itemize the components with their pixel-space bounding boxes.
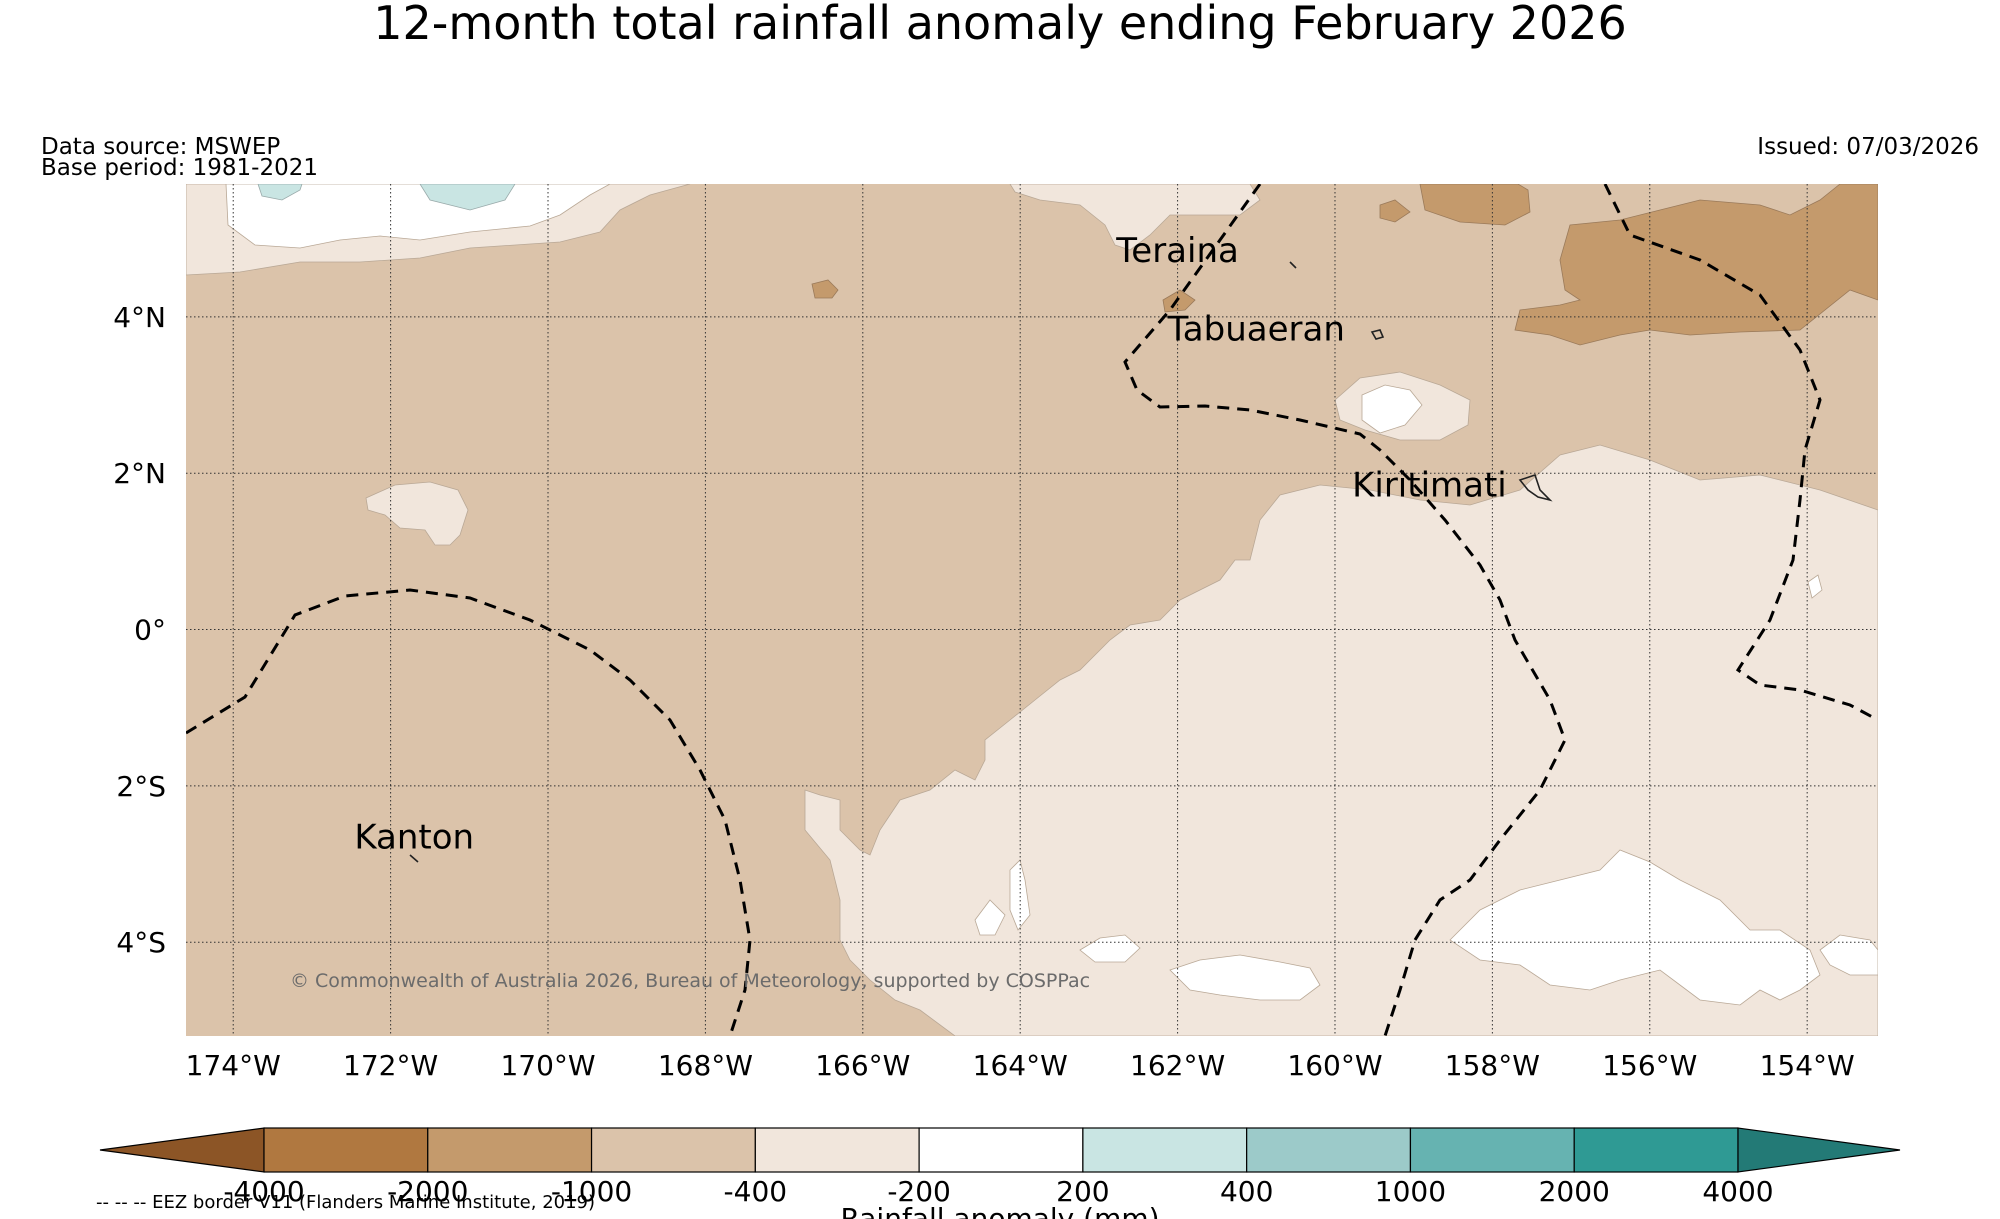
island-tabuaeran bbox=[1370, 329, 1385, 340]
base-period-text: Base period: 1981-2021 bbox=[41, 155, 319, 181]
island-kiritimati bbox=[1518, 473, 1553, 502]
colorbar-over-triangle bbox=[1737, 1127, 1901, 1173]
colorbar-tick-label: -4000 bbox=[223, 1175, 304, 1208]
place-label: Kanton bbox=[354, 817, 474, 857]
longitude-tick-label: 160°W bbox=[1287, 1049, 1382, 1082]
colorbar-box bbox=[918, 1127, 1084, 1173]
anomaly-region-dark-n2 bbox=[1379, 199, 1411, 223]
latitude-tick-label: 4°N bbox=[113, 301, 166, 334]
longitude-tick-label: 156°W bbox=[1602, 1049, 1697, 1082]
anomaly-region-white-s3 bbox=[974, 899, 1006, 936]
colorbar-ticks: -4000 -2000 -1000 -400 -200 200 400 1000 2000 400… bbox=[223, 1175, 1773, 1208]
latitude-tick-label: 2°S bbox=[116, 770, 166, 803]
anomaly-region-white-se bbox=[1449, 849, 1821, 1006]
colorbar-tick-label: -2000 bbox=[387, 1175, 468, 1208]
place-labels: Teraina Tabuaeran Kiritimati Kanton bbox=[354, 231, 1506, 857]
place-label: Teraina bbox=[1115, 231, 1239, 271]
colorbar-tick-label: -400 bbox=[724, 1175, 788, 1208]
anomaly-region-white-e bbox=[1807, 574, 1823, 599]
colorbar-tick-label: 2000 bbox=[1539, 1175, 1610, 1208]
colorbar-tick-label: -1000 bbox=[551, 1175, 632, 1208]
colorbar-tick-label: -200 bbox=[887, 1175, 951, 1208]
colorbar-tick-label: 200 bbox=[1056, 1175, 1109, 1208]
longitude-tick-label: 166°W bbox=[815, 1049, 910, 1082]
eez-border-line-east bbox=[1603, 184, 1878, 722]
place-label: Kiritimati bbox=[1352, 466, 1507, 506]
colorbar-boxes bbox=[263, 1127, 1739, 1173]
anomaly-region-dark-n bbox=[1419, 184, 1531, 226]
colorbar-box bbox=[1573, 1127, 1739, 1173]
latitude-labels: 4°N 2°N 0° 2°S 4°S bbox=[113, 301, 166, 959]
issued-date-text: Issued: 07/03/2026 bbox=[1757, 134, 1979, 160]
island-teraina bbox=[1289, 261, 1297, 269]
eez-border-kanton bbox=[186, 588, 752, 1036]
anomaly-region-dark-w bbox=[811, 279, 839, 299]
colorbar-box bbox=[427, 1127, 593, 1173]
eez-legend-note: -- -- -- EEZ border V11 (Flanders Marine… bbox=[96, 1192, 595, 1213]
longitude-tick-label: 170°W bbox=[500, 1049, 595, 1082]
latitude-tick-label: 0° bbox=[134, 614, 166, 647]
place-label: Tabuaeran bbox=[1167, 309, 1345, 349]
anomaly-region-white-s5 bbox=[1819, 934, 1878, 976]
anomaly-region-light-n162 bbox=[1009, 184, 1261, 251]
colorbar-box bbox=[1246, 1127, 1412, 1173]
colorbar-box bbox=[590, 1127, 756, 1173]
anomaly-region-white-nw bbox=[225, 184, 611, 249]
colorbar-box bbox=[1409, 1127, 1575, 1173]
islands bbox=[409, 261, 1553, 863]
map-area bbox=[186, 184, 1878, 1036]
anomaly-region-teal-nw bbox=[419, 184, 516, 211]
anomaly-region-white-tabuaeran-core bbox=[1361, 384, 1423, 434]
colorbar-box bbox=[263, 1127, 429, 1173]
colorbar-under-triangle bbox=[99, 1127, 265, 1173]
longitude-labels: 174°W 172°W 170°W 168°W 166°W 164°W 162°W 160°W… bbox=[186, 1049, 1855, 1082]
colorbar-box bbox=[1082, 1127, 1248, 1173]
anomaly-region-dark-ne bbox=[1514, 184, 1878, 346]
colorbar-tick-label: 4000 bbox=[1702, 1175, 1773, 1208]
longitude-tick-label: 154°W bbox=[1760, 1049, 1855, 1082]
latitude-tick-label: 2°N bbox=[113, 457, 166, 490]
copyright-text: © Commonwealth of Australia 2026, Bureau… bbox=[290, 970, 1090, 992]
latitude-tick-label: 4°S bbox=[116, 926, 166, 959]
longitude-tick-label: 164°W bbox=[973, 1049, 1068, 1082]
longitude-tick-label: 158°W bbox=[1445, 1049, 1540, 1082]
map-title: 12-month total rainfall anomaly ending F… bbox=[373, 0, 1627, 50]
colorbar-tick-label: 400 bbox=[1220, 1175, 1273, 1208]
longitude-tick-label: 162°W bbox=[1130, 1049, 1225, 1082]
anomaly-region-white-s bbox=[1169, 954, 1321, 1001]
anomaly-region-light-mid bbox=[365, 481, 469, 546]
colorbar-label: Rainfall anomaly (mm) bbox=[840, 1202, 1159, 1219]
longitude-tick-label: 174°W bbox=[186, 1049, 281, 1082]
island-kanton bbox=[409, 854, 419, 863]
colorbar-box bbox=[754, 1127, 920, 1173]
longitude-tick-label: 172°W bbox=[343, 1049, 438, 1082]
anomaly-region-teal-nw2 bbox=[257, 184, 303, 201]
eez-borders bbox=[186, 184, 1878, 1036]
colorbar-tick-label: 1000 bbox=[1375, 1175, 1446, 1208]
colorbar: -4000 -2000 -1000 -400 -200 200 400 1000 2000 400… bbox=[99, 1127, 1901, 1219]
eez-border-line-central bbox=[1123, 184, 1567, 1036]
data-source-text: Data source: MSWEP bbox=[41, 134, 281, 160]
longitude-tick-label: 168°W bbox=[658, 1049, 753, 1082]
